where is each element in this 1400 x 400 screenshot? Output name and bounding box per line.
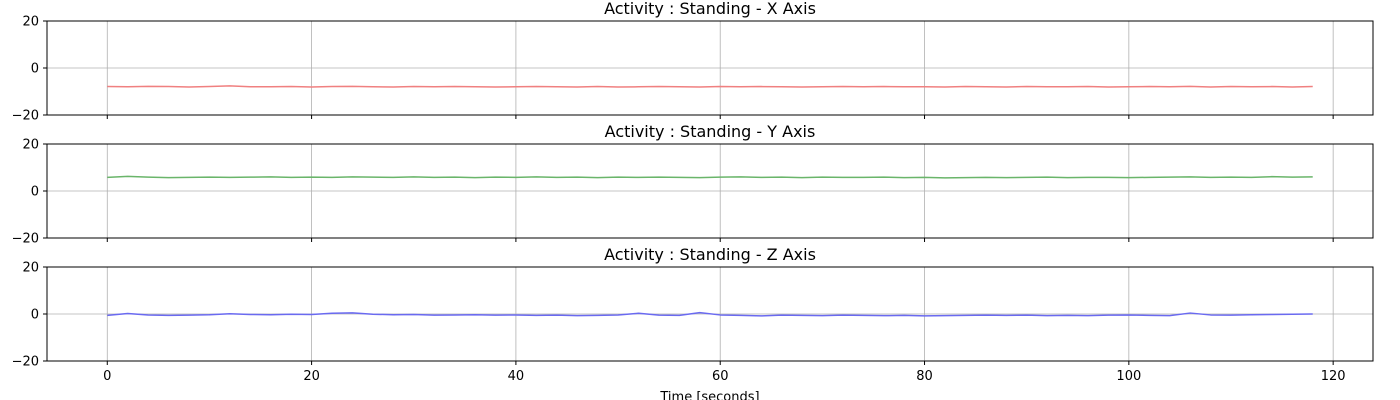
panel-y-axis: −20 0 20 Activity : Standing - Y Axis — [12, 122, 1374, 247]
x-tick-label: 60 — [712, 369, 729, 384]
x-tick-label: 40 — [508, 369, 525, 384]
x-tick-label: 120 — [1321, 369, 1346, 384]
panel-title: Activity : Standing - Z Axis — [604, 245, 816, 264]
x-tick-label: 20 — [303, 369, 320, 384]
y-tick-label: −20 — [12, 109, 39, 124]
panel-title: Activity : Standing - Y Axis — [605, 122, 816, 141]
y-tick-label: 0 — [31, 185, 39, 200]
x-tick-label: 100 — [1116, 369, 1141, 384]
x-axis-label: Time [seconds] — [659, 390, 759, 400]
y-tick-label: 0 — [31, 62, 39, 77]
y-tick-label: −20 — [12, 355, 39, 370]
x-tick-label: 80 — [916, 369, 933, 384]
y-tick-label: 20 — [22, 138, 39, 153]
series-line-x-axis — [107, 85, 1313, 88]
x-tick-label: 0 — [103, 369, 111, 384]
panel-title: Activity : Standing - X Axis — [604, 0, 816, 18]
series-line-y-axis — [107, 175, 1313, 179]
y-tick-label: 20 — [22, 15, 39, 30]
panel-x-axis: −20 0 20 Activity : Standing - X Axis — [12, 0, 1374, 124]
y-tick-label: 0 — [31, 308, 39, 323]
series-line-z-axis — [107, 311, 1313, 317]
y-tick-label: −20 — [12, 232, 39, 247]
panel-z-axis: −20 0 20 0 20 40 60 80 100 120 Activity : Standing… — [12, 245, 1374, 400]
y-tick-label: 20 — [22, 261, 39, 276]
